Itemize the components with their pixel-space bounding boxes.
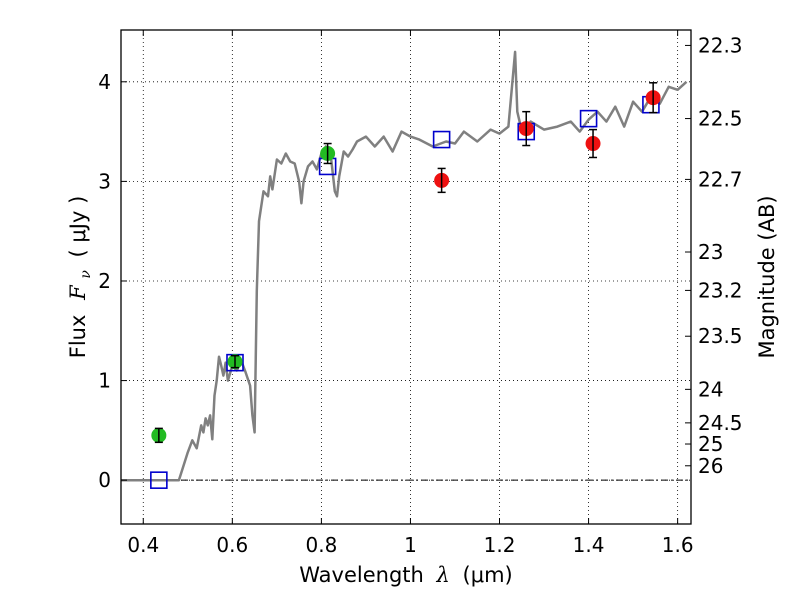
y-axis-unit: ( μJy )	[66, 196, 90, 258]
magnitude-tick-label: 24	[698, 377, 723, 401]
x-tick-label: 1	[404, 533, 417, 557]
y-axis-subscript: ν	[78, 270, 94, 279]
magnitude-tick-label: 23.2	[698, 278, 743, 302]
magnitude-tick-label: 22.5	[698, 107, 743, 131]
x-tick-label: 1.4	[573, 533, 605, 557]
x-tick-label: 1.2	[484, 533, 516, 557]
magnitude-tick-label: 25	[698, 432, 723, 456]
x-axis-symbol: λ	[436, 563, 450, 587]
magnitude-tick-label: 23.5	[698, 324, 743, 348]
y-tick-label: 2	[98, 269, 111, 293]
magnitude-tick-label: 22.7	[698, 167, 743, 191]
magnitude-tick-label: 26	[698, 454, 723, 478]
y-axis-label: Flux F ν ( μJy )	[66, 196, 95, 359]
axis-ticks: 0.4 0.6 0.8 1 1.2 1.4 1.60123422.322.522.72323…	[98, 30, 743, 557]
model-photometry-square	[150, 471, 168, 489]
y-axis-symbol: F	[66, 284, 90, 301]
model-photometry-square	[579, 109, 598, 128]
x-axis-label-text: Wavelength	[299, 563, 424, 587]
magnitude-tick-label: 24.5	[698, 411, 743, 435]
x-tick-label: 1.6	[662, 533, 694, 557]
spectrum-line	[121, 50, 688, 482]
y-tick-label: 0	[98, 468, 111, 492]
series-layer	[121, 50, 688, 489]
magnitude-tick-label: 23	[698, 240, 723, 264]
magnitude-axis-label: Magnitude (AB)	[755, 195, 779, 358]
x-axis-unit: (μm)	[463, 563, 513, 587]
y-tick-label: 4	[98, 70, 111, 94]
x-axis-label: Wavelength λ (μm)	[299, 563, 512, 587]
y-tick-label: 1	[98, 369, 111, 393]
plot-frame	[120, 29, 692, 525]
grid	[121, 30, 691, 524]
model-photometry-square	[432, 130, 451, 149]
y-axis-label-text: Flux	[66, 315, 90, 359]
x-tick-label: 0.6	[216, 533, 248, 557]
x-tick-label: 0.8	[305, 533, 337, 557]
x-tick-label: 0.4	[127, 533, 159, 557]
y-tick-label: 3	[98, 169, 111, 193]
magnitude-tick-label: 22.3	[698, 33, 743, 57]
